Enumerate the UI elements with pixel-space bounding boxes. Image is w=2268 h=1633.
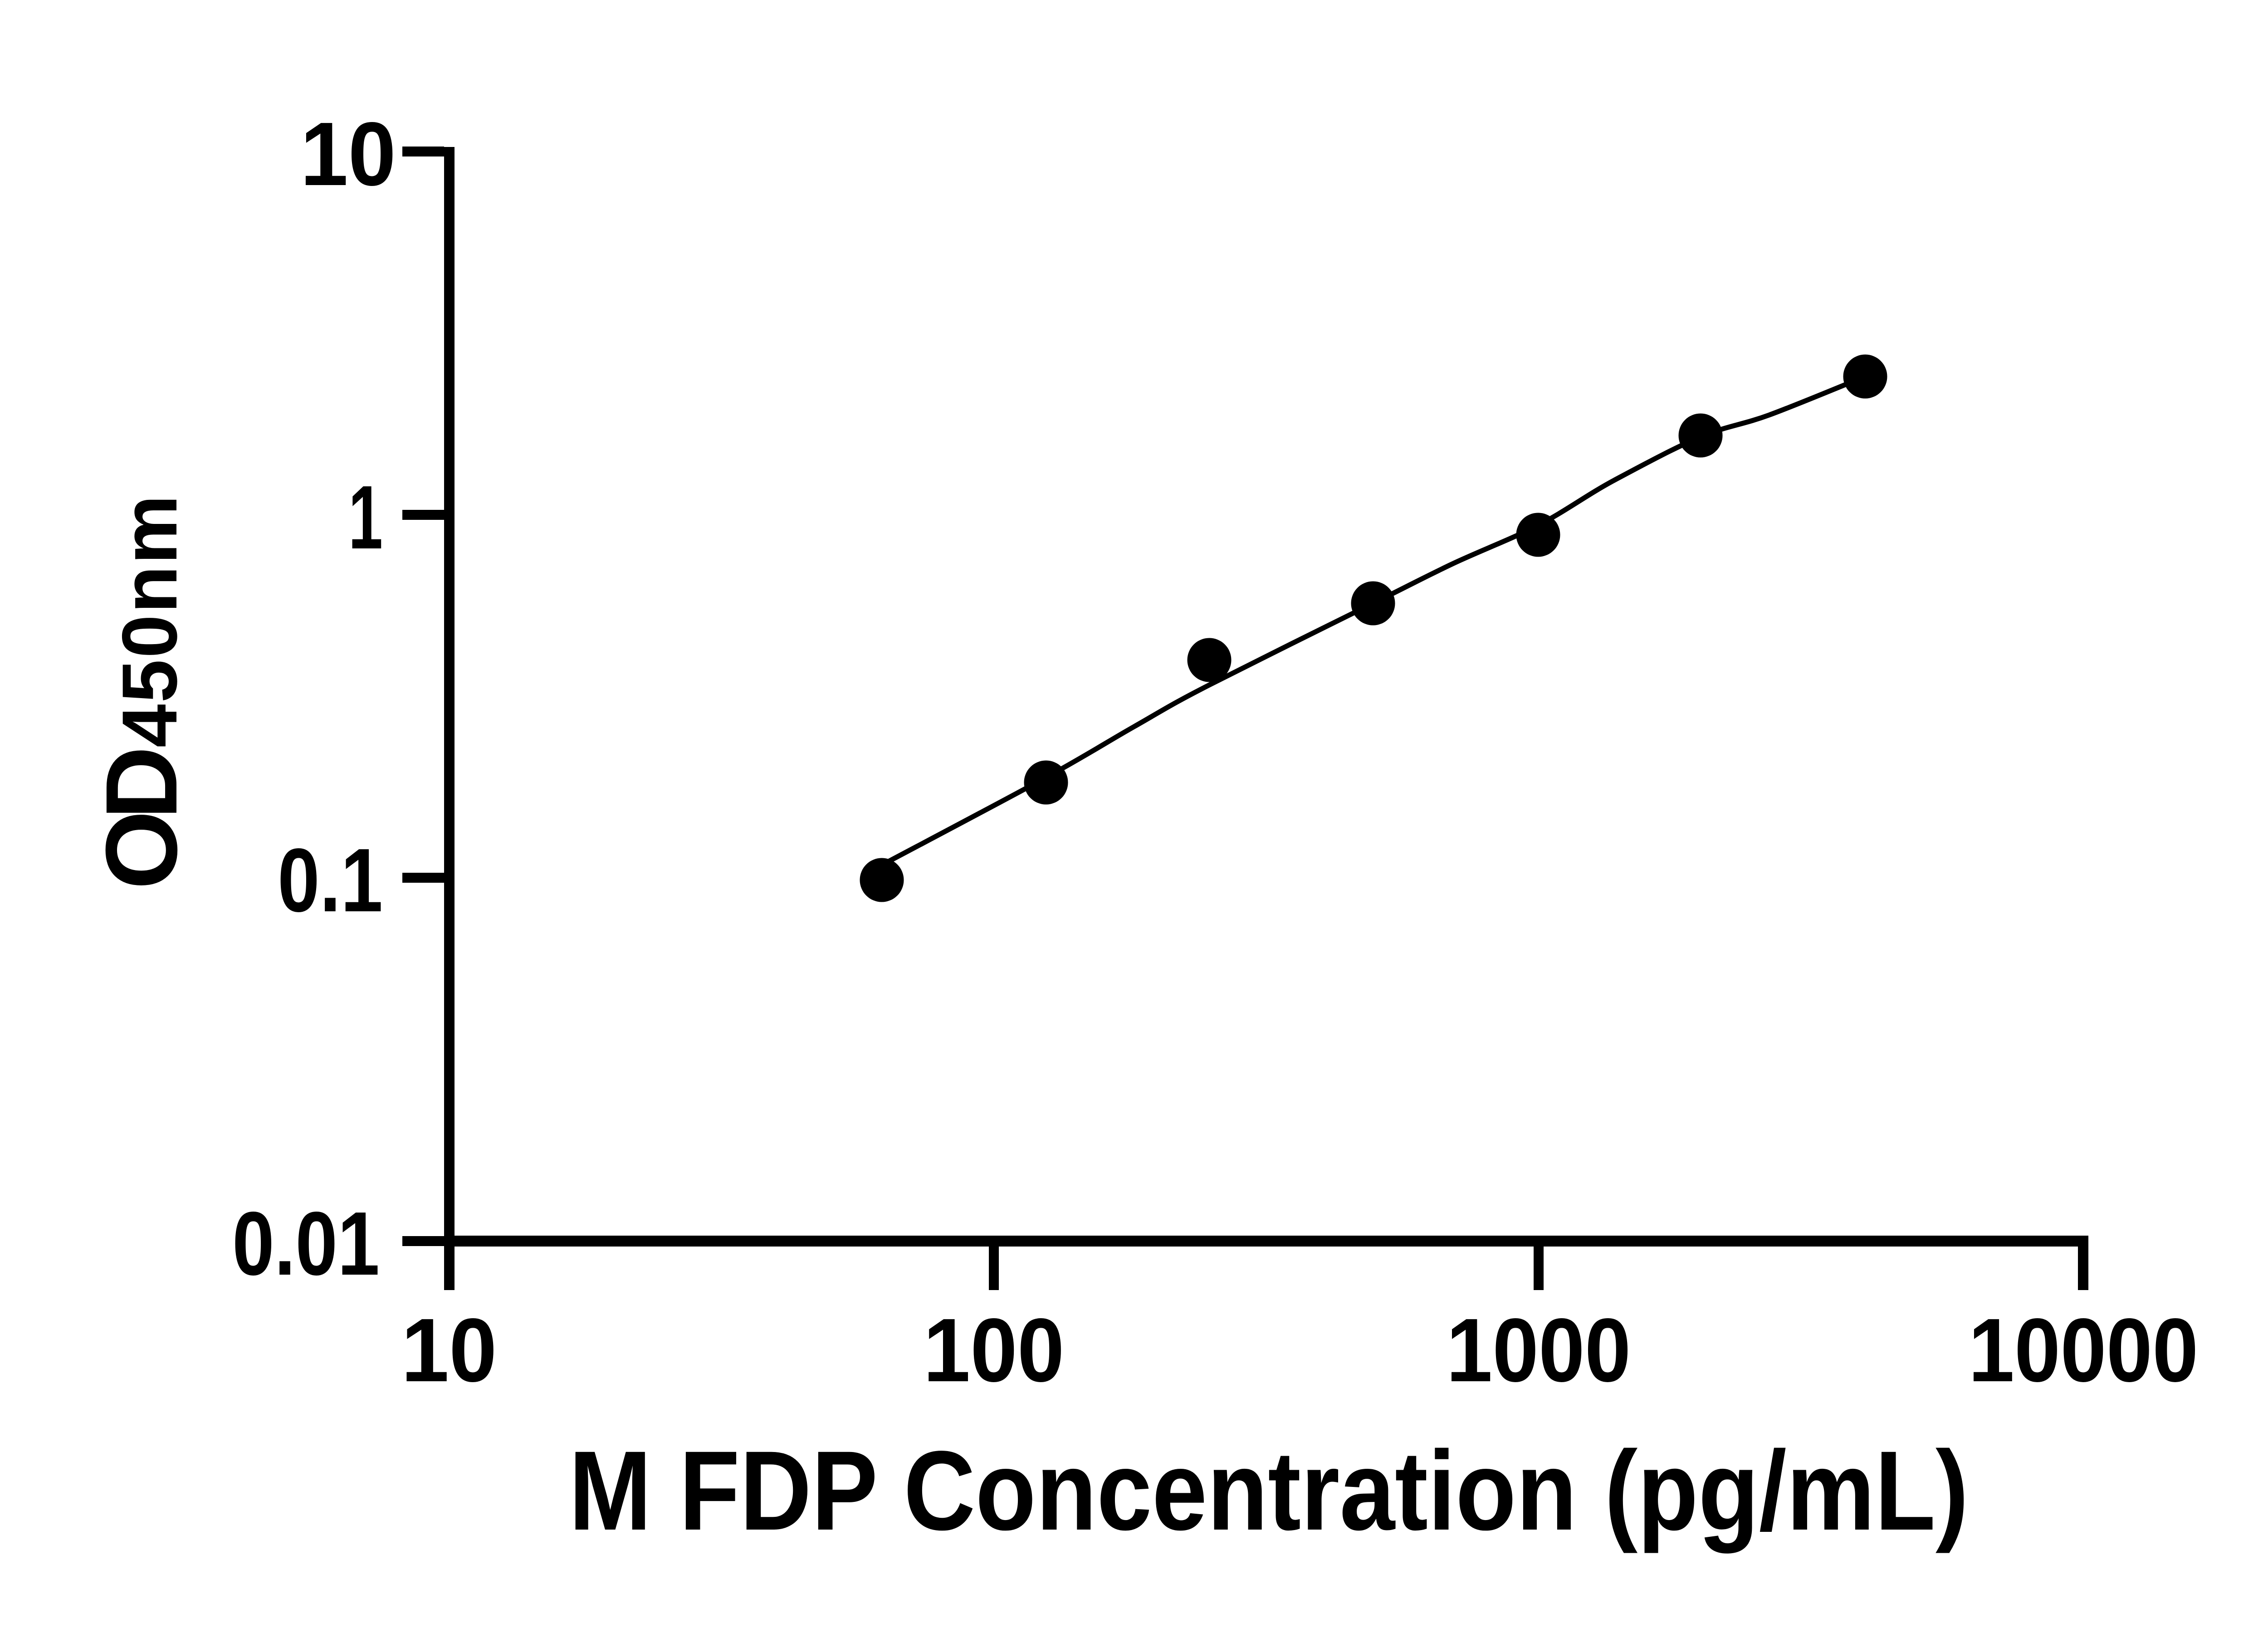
svg-text:1000: 1000 [1447, 1300, 1631, 1401]
svg-text:450nm: 450nm [106, 494, 193, 748]
svg-text:M FDP Concentration (pg/mL): M FDP Concentration (pg/mL) [569, 1428, 1969, 1554]
svg-text:0.01: 0.01 [232, 1193, 380, 1294]
svg-text:10: 10 [401, 1300, 497, 1401]
svg-text:10000: 10000 [1969, 1300, 2199, 1401]
svg-text:10: 10 [300, 104, 396, 205]
svg-text:0.1: 0.1 [278, 830, 383, 931]
svg-text:100: 100 [924, 1300, 1065, 1401]
svg-text:OD: OD [85, 750, 198, 890]
svg-text:1: 1 [348, 467, 383, 568]
